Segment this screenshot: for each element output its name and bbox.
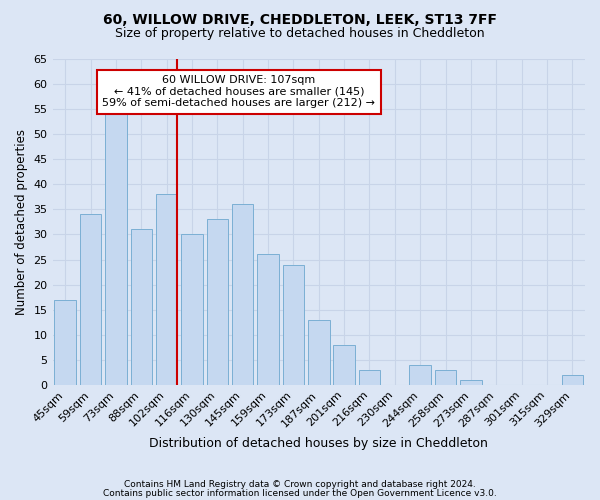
Text: 60, WILLOW DRIVE, CHEDDLETON, LEEK, ST13 7FF: 60, WILLOW DRIVE, CHEDDLETON, LEEK, ST13… xyxy=(103,12,497,26)
X-axis label: Distribution of detached houses by size in Cheddleton: Distribution of detached houses by size … xyxy=(149,437,488,450)
Bar xyxy=(105,114,127,385)
Text: Contains public sector information licensed under the Open Government Licence v3: Contains public sector information licen… xyxy=(103,488,497,498)
Bar xyxy=(409,365,431,385)
Text: Contains HM Land Registry data © Crown copyright and database right 2024.: Contains HM Land Registry data © Crown c… xyxy=(124,480,476,489)
Bar xyxy=(283,264,304,385)
Bar xyxy=(359,370,380,385)
Bar xyxy=(562,375,583,385)
Bar xyxy=(55,300,76,385)
Bar xyxy=(460,380,482,385)
Y-axis label: Number of detached properties: Number of detached properties xyxy=(15,129,28,315)
Bar xyxy=(80,214,101,385)
Bar xyxy=(257,254,279,385)
Bar xyxy=(206,220,228,385)
Bar xyxy=(308,320,329,385)
Bar xyxy=(334,344,355,385)
Bar xyxy=(181,234,203,385)
Bar xyxy=(232,204,253,385)
Text: Size of property relative to detached houses in Cheddleton: Size of property relative to detached ho… xyxy=(115,28,485,40)
Bar xyxy=(435,370,457,385)
Text: 60 WILLOW DRIVE: 107sqm
← 41% of detached houses are smaller (145)
59% of semi-d: 60 WILLOW DRIVE: 107sqm ← 41% of detache… xyxy=(103,76,376,108)
Bar xyxy=(156,194,178,385)
Bar xyxy=(131,230,152,385)
